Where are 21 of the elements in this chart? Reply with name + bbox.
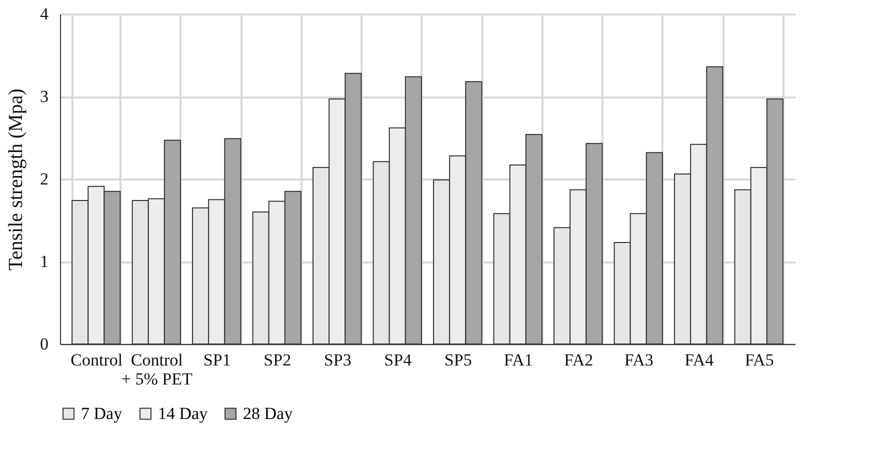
y-tick-label: 4 [40, 4, 49, 24]
x-tick-label: SP1 [203, 350, 231, 370]
x-tick-label: Control + 5% PET [121, 350, 193, 388]
x-tick-label: FA4 [684, 350, 714, 370]
x-tick-label: SP2 [264, 350, 292, 370]
x-tick-label: SP4 [384, 350, 412, 370]
y-tick-label: 3 [40, 87, 48, 106]
x-tick-label: FA3 [624, 350, 654, 370]
y-tick-label: 0 [40, 334, 48, 354]
legend-label: 7 Day [81, 404, 123, 423]
legend-label: 28 Day [243, 404, 294, 423]
y-axis-title: Tensile strength (Mpa) [5, 88, 27, 270]
x-tick-label: FA1 [504, 350, 533, 370]
x-tick-label: SP3 [324, 350, 352, 370]
y-tick-label: 2 [40, 170, 48, 188]
x-tick-label: SP5 [444, 350, 472, 370]
legend-label: 14 Day [158, 404, 208, 423]
x-tick-label: FA5 [744, 350, 774, 370]
x-tick-label: Control [70, 350, 123, 370]
y-tick-label: 1 [40, 252, 48, 271]
x-tick-label: FA2 [564, 350, 594, 370]
